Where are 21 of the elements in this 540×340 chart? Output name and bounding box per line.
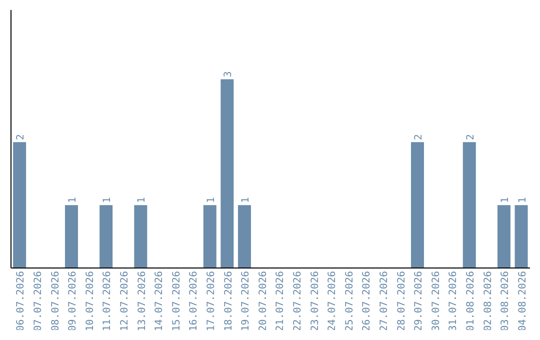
data-label: 2 <box>465 134 476 140</box>
data-label: 1 <box>206 197 217 204</box>
data-label: 3 <box>223 71 234 78</box>
x-tick-label: 17.07.2026 <box>206 271 217 332</box>
x-tick-label: 15.07.2026 <box>171 271 182 332</box>
data-label: 2 <box>413 134 424 140</box>
data-label: 1 <box>136 197 148 204</box>
x-tick-label: 11.07.2026 <box>102 271 114 332</box>
x-tick-label: 13.07.2026 <box>136 271 148 332</box>
data-label: 1 <box>240 197 252 204</box>
x-tick-label: 14.07.2026 <box>154 271 166 332</box>
x-tick-label: 10.07.2026 <box>84 271 96 332</box>
x-tick-label: 19.07.2026 <box>240 271 252 332</box>
data-label: 1 <box>102 197 114 204</box>
data-label: 2 <box>16 134 27 140</box>
data-label: 1 <box>67 197 78 204</box>
data-label: 1 <box>500 197 511 204</box>
x-tick-label: 18.07.2026 <box>223 271 234 332</box>
data-label: 1 <box>517 197 528 204</box>
x-tick-label: 12.07.2026 <box>119 271 130 332</box>
x-tick-label: 16.07.2026 <box>188 271 200 332</box>
